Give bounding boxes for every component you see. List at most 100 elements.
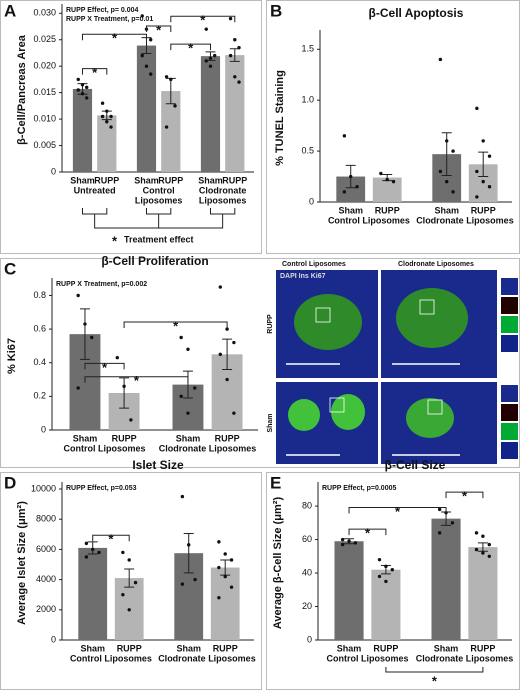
- data-point: [340, 542, 345, 547]
- error-bar: [182, 370, 193, 399]
- data-point: [80, 83, 85, 87]
- annotation: RUPP X Treatment, p=0.002: [56, 281, 147, 288]
- x-tick-label: RUPP: [117, 643, 142, 653]
- data-point: [445, 139, 449, 143]
- data-point: [475, 169, 479, 174]
- data-point: [487, 542, 492, 547]
- data-point: [438, 169, 443, 174]
- y-axis-label: Average Islet Size (μm²): [16, 501, 28, 625]
- data-point: [391, 179, 396, 184]
- group-label: Control Liposomes: [70, 653, 152, 663]
- chart-title: Islet Size: [132, 458, 184, 472]
- error-bar: [124, 568, 135, 588]
- data-point: [217, 565, 221, 570]
- islet: [288, 399, 320, 431]
- significance-bracket: [81, 33, 147, 41]
- data-point: [179, 335, 183, 340]
- data-point: [149, 72, 153, 76]
- significance-bracket: [84, 376, 189, 383]
- significance-star: *: [173, 318, 179, 333]
- data-point: [144, 64, 149, 68]
- data-point: [213, 53, 217, 58]
- y-tick-label: 0.020: [33, 61, 56, 71]
- data-point: [83, 322, 87, 326]
- data-point: [193, 386, 197, 390]
- y-tick-label: 2000: [36, 604, 56, 614]
- annotation: RUPP X Treatment, p=0.01: [66, 16, 153, 23]
- bar: [136, 45, 157, 172]
- data-point: [450, 521, 455, 525]
- data-point: [438, 57, 443, 62]
- y-axis-label: % TUNEL Staining: [274, 70, 286, 166]
- x-tick-label: RUPP: [215, 433, 240, 443]
- y-axis-label: Average β-Cell Size (μm²): [272, 497, 284, 630]
- data-point: [85, 96, 89, 100]
- significance-star: *: [102, 360, 108, 375]
- data-point: [233, 75, 237, 79]
- group-bracket: [385, 667, 484, 673]
- data-point: [186, 411, 190, 415]
- y-tick-label: 80: [302, 500, 312, 510]
- data-point: [85, 85, 89, 90]
- data-point: [229, 585, 234, 589]
- group-label: Clodronate Liposomes: [158, 653, 256, 663]
- x-tick-label: RUPP: [222, 175, 247, 185]
- y-tick-label: 0.2: [33, 391, 46, 401]
- data-point: [474, 547, 479, 552]
- significance-star: *: [112, 233, 118, 248]
- data-point: [377, 574, 382, 579]
- group-label: Liposomes: [135, 195, 183, 205]
- data-point: [91, 547, 95, 552]
- data-point: [437, 507, 442, 512]
- significance-bracket: [348, 528, 387, 536]
- chart-title: β-Cell Size: [385, 458, 446, 472]
- data-point: [218, 285, 223, 289]
- panel-letter: C: [4, 259, 16, 278]
- y-tick-label: 20: [302, 601, 312, 611]
- y-axis-label: % Ki67: [6, 338, 18, 374]
- annotation: RUPP Effect, p=0.053: [66, 485, 137, 492]
- data-point: [437, 531, 442, 535]
- significance-star: *: [200, 13, 206, 28]
- data-point: [208, 64, 213, 68]
- significance-star: *: [134, 373, 140, 388]
- data-point: [109, 125, 113, 129]
- x-tick-label: Sham: [434, 205, 459, 215]
- bar: [72, 88, 93, 172]
- y-tick-label: 1.5: [301, 44, 314, 54]
- annotation: RUPP Effect, p=0.0005: [322, 485, 396, 492]
- data-point: [340, 537, 345, 542]
- group-bracket: [81, 208, 236, 229]
- data-point: [475, 195, 479, 199]
- data-point: [481, 534, 485, 538]
- data-point: [481, 179, 485, 184]
- data-point: [225, 327, 229, 331]
- significance-star: *: [92, 65, 98, 80]
- data-point: [481, 139, 485, 143]
- data-point: [228, 53, 233, 58]
- bar: [372, 177, 402, 202]
- y-tick-label: 4000: [36, 574, 56, 584]
- panel-letter: A: [4, 1, 16, 20]
- data-point: [121, 550, 125, 555]
- data-point: [84, 555, 89, 559]
- x-tick-label: RUPP: [373, 643, 398, 653]
- data-point: [115, 355, 120, 360]
- error-bar: [478, 151, 489, 178]
- data-point: [208, 56, 213, 60]
- significance-bracket: [445, 491, 484, 499]
- data-point: [127, 608, 131, 612]
- y-tick-label: 0.5: [301, 145, 314, 155]
- data-point: [193, 577, 197, 582]
- error-bar: [79, 308, 90, 360]
- y-tick-label: 0.4: [33, 357, 46, 367]
- group-label: Control Liposomes: [328, 215, 410, 225]
- y-tick-label: 0.025: [33, 34, 56, 44]
- x-tick-label: RUPP: [213, 643, 238, 653]
- bar: [78, 547, 108, 640]
- data-point: [342, 134, 347, 138]
- data-point: [355, 185, 359, 189]
- panel-letter: B: [270, 1, 282, 20]
- panel: Aβ-Cell/Pancreas Area 0 0.005 0.010 0.015 0.0…: [0, 0, 262, 254]
